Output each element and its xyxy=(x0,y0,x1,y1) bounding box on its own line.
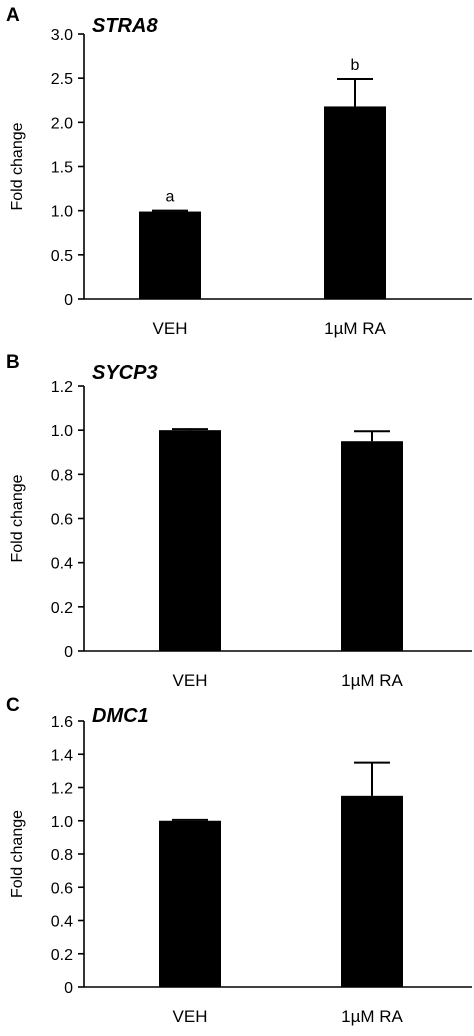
y-tick-label: 0.2 xyxy=(51,947,73,964)
y-tick-label: 2.0 xyxy=(51,115,73,132)
y-tick-label: 1.0 xyxy=(51,204,73,221)
y-tick-label: 1.0 xyxy=(51,423,73,440)
y-tick-label: 0 xyxy=(64,644,73,661)
panel-c: C DMC1 0 0.2 0.4 0.6 0.8 1.0 1.2 1.4 1.6 Fold chang… xyxy=(0,690,474,1031)
y-tick-label: 0.4 xyxy=(51,556,73,573)
y-axis-label: Fold change xyxy=(9,474,26,562)
y-tick-label: 0.4 xyxy=(51,914,73,931)
y-axis-label: Fold change xyxy=(9,122,26,210)
category-label: VEH xyxy=(153,319,188,338)
bar xyxy=(341,441,403,651)
category-label: VEH xyxy=(173,1007,208,1026)
category-label: 1µM RA xyxy=(341,671,403,690)
bar xyxy=(324,106,386,299)
y-tick-label: 1.5 xyxy=(51,160,73,177)
chart-title: STRA8 xyxy=(92,15,158,37)
y-tick-label: 1.4 xyxy=(51,747,73,764)
panel-letter: A xyxy=(6,5,20,26)
y-tick-label: 0 xyxy=(64,980,73,997)
y-tick-label: 3.0 xyxy=(51,27,73,44)
chart-title: SYCP3 xyxy=(92,362,158,384)
y-tick-label: 1.2 xyxy=(51,781,73,798)
panel-letter: B xyxy=(6,352,20,373)
bar xyxy=(159,820,221,987)
chart-b-svg: B SYCP3 0 0.2 0.4 0.6 0.8 1.0 1.2 Fold change VEH 1… xyxy=(6,352,472,690)
y-tick-label: 1.0 xyxy=(51,814,73,831)
y-tick-label: 0.8 xyxy=(51,467,73,484)
panel-b: B SYCP3 0 0.2 0.4 0.6 0.8 1.0 1.2 Fold change VEH 1… xyxy=(0,347,474,690)
y-tick-label: 1.6 xyxy=(51,714,73,731)
bar xyxy=(139,211,201,299)
chart-title: DMC1 xyxy=(92,705,149,727)
y-tick-label: 0.5 xyxy=(51,248,73,265)
chart-c-svg: C DMC1 0 0.2 0.4 0.6 0.8 1.0 1.2 1.4 1.6 Fold chang… xyxy=(6,695,472,1026)
significance-letter: a xyxy=(166,189,175,206)
bar xyxy=(159,430,221,651)
y-tick-label: 0.6 xyxy=(51,880,73,897)
significance-letter: b xyxy=(351,57,360,74)
y-tick-label: 0.6 xyxy=(51,512,73,529)
category-label: 1µM RA xyxy=(341,1007,403,1026)
y-tick-label: 1.2 xyxy=(51,379,73,396)
panel-a: A STRA8 0 0.5 1.0 1.5 2.0 2.5 3.0 Fold change VEH a… xyxy=(0,0,474,347)
y-axis-label: Fold change xyxy=(9,810,26,898)
panel-letter: C xyxy=(6,695,20,716)
y-tick-label: 0.8 xyxy=(51,847,73,864)
y-tick-label: 2.5 xyxy=(51,71,73,88)
y-tick-label: 0.2 xyxy=(51,600,73,617)
y-tick-label: 0 xyxy=(64,292,73,309)
chart-a-svg: A STRA8 0 0.5 1.0 1.5 2.0 2.5 3.0 Fold change VEH a… xyxy=(6,5,472,338)
bar xyxy=(341,795,403,987)
category-label: 1µM RA xyxy=(324,319,386,338)
category-label: VEH xyxy=(173,671,208,690)
